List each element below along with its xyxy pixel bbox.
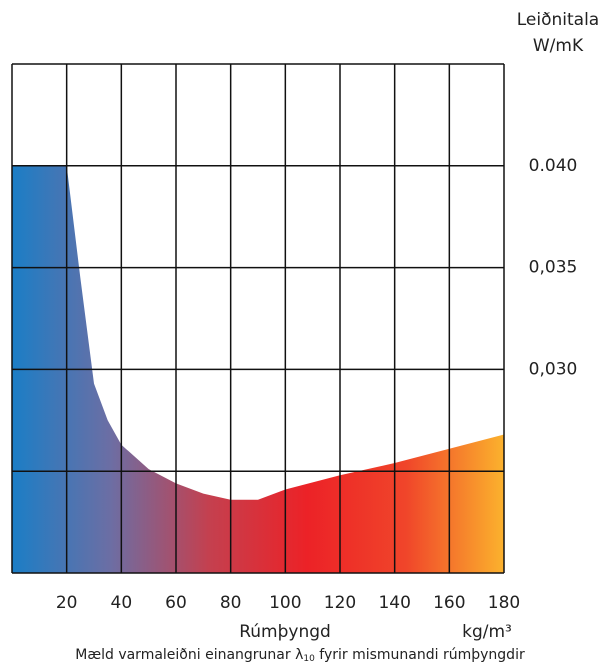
x-tick-label: 60 [165, 593, 187, 613]
x-tick-label: 180 [488, 593, 520, 613]
caption-subscript: 10 [303, 654, 315, 664]
x-tick-label: 100 [269, 593, 301, 613]
y-tick-label: 0.040 [529, 156, 578, 176]
x-axis-unit: kg/m³ [462, 622, 512, 642]
y-axis-label: Leiðnitala [517, 10, 599, 30]
y-tick-label: 0,035 [529, 258, 578, 278]
x-tick-label: 120 [324, 593, 356, 613]
x-tick-label: 20 [56, 593, 78, 613]
x-tick-label: 160 [433, 593, 465, 613]
caption-part: Mæld varmaleiðni einangrunar λ [75, 647, 303, 663]
caption: Mæld varmaleiðni einangrunar λ10 fyrir m… [75, 647, 525, 664]
x-tick-label: 80 [220, 593, 242, 613]
y-axis-unit: W/mK [533, 36, 584, 56]
x-tick-label: 40 [111, 593, 133, 613]
x-tick-label: 140 [378, 593, 410, 613]
x-axis-label: Rúmþyngd [239, 622, 331, 642]
y-tick-label: 0,030 [529, 359, 578, 379]
caption-part: fyrir mismunandi rúmþyngdir [315, 647, 525, 663]
